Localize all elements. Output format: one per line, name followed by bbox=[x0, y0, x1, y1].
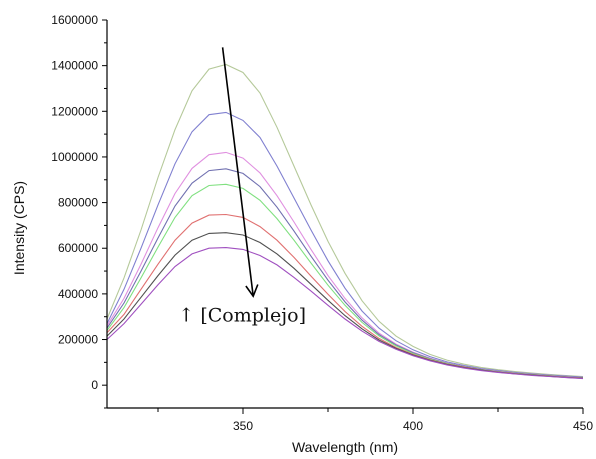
y-tick-label: 400000 bbox=[58, 287, 98, 301]
y-tick-label: 1600000 bbox=[51, 13, 98, 27]
tick-labels: 0 200000 400000 600000 800000 1000000 1200000 1… bbox=[51, 13, 593, 433]
y-tick-label: 0 bbox=[91, 378, 98, 392]
x-tick-label: 450 bbox=[573, 419, 593, 433]
trend-arrow bbox=[221, 47, 259, 298]
annotations: ↑ [Complejo] bbox=[178, 47, 306, 326]
y-tick-label: 200000 bbox=[58, 333, 98, 347]
x-tick-label: 350 bbox=[233, 419, 253, 433]
series-line-3 bbox=[106, 151, 584, 378]
series-line-8 bbox=[106, 247, 584, 380]
complejo-annotation: ↑ [Complejo] bbox=[178, 304, 306, 326]
y-tick-label: 1200000 bbox=[51, 104, 98, 118]
x-tick-label: 400 bbox=[403, 419, 423, 433]
series-line-5 bbox=[106, 183, 584, 379]
y-tick-label: 600000 bbox=[58, 241, 98, 255]
series-line-1 bbox=[106, 63, 584, 378]
y-axis-title: Intensity (CPS) bbox=[11, 181, 27, 275]
series-layer bbox=[106, 63, 584, 380]
axes bbox=[102, 19, 584, 414]
x-axis-title: Wavelength (nm) bbox=[292, 439, 398, 455]
y-tick-label: 1400000 bbox=[51, 59, 98, 73]
y-tick-label: 1000000 bbox=[51, 150, 98, 164]
series-line-6 bbox=[106, 213, 584, 379]
series-line-2 bbox=[106, 111, 584, 378]
y-tick-label: 800000 bbox=[58, 196, 98, 210]
